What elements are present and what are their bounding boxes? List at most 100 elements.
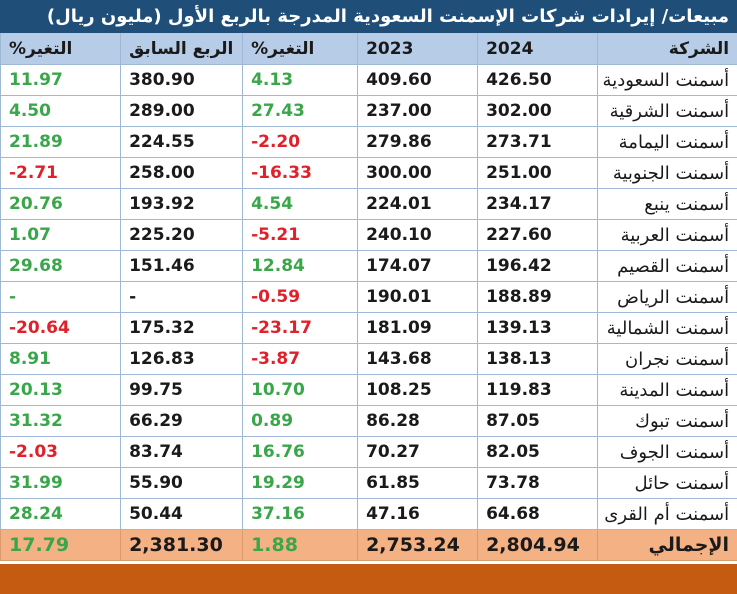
- change-yoy-cell: 10.70: [242, 374, 359, 406]
- y2024-cell: 426.50: [477, 64, 599, 96]
- total-y2024-cell: 2,804.94: [477, 529, 599, 561]
- change-qoq-cell: 20.76: [0, 188, 122, 220]
- company-name-cell: أسمنت الجنوبية: [597, 157, 737, 189]
- company-name-cell: أسمنت الجوف: [597, 436, 737, 468]
- y2024-cell: 251.00: [477, 157, 599, 189]
- table-row: أسمنت الجنوبية 251.00 300.00 -16.33 258.00 -2…: [0, 157, 737, 189]
- company-name-cell: أسمنت اليمامة: [597, 126, 737, 158]
- y2024-cell: 196.42: [477, 250, 599, 282]
- change-qoq-cell: -2.71: [0, 157, 122, 189]
- company-name-cell: أسمنت الرياض: [597, 281, 737, 313]
- y2023-cell: 279.86: [357, 126, 479, 158]
- change-yoy-cell: 4.54: [242, 188, 359, 220]
- change-qoq-cell: 11.97: [0, 64, 122, 96]
- table-row: أسمنت المدينة 119.83 108.25 10.70 99.75 20.13: [0, 374, 737, 406]
- header-change-yoy: التغير%: [242, 32, 359, 65]
- cement-sales-table: مبيعات/ إيرادات شركات الإسمنت السعودية ا…: [0, 0, 737, 561]
- y2023-cell: 86.28: [357, 405, 479, 437]
- y2023-cell: 224.01: [357, 188, 479, 220]
- change-qoq-cell: 29.68: [0, 250, 122, 282]
- y2023-cell: 174.07: [357, 250, 479, 282]
- y2023-cell: 70.27: [357, 436, 479, 468]
- table-row: أسمنت السعودية 426.50 409.60 4.13 380.90 11.9…: [0, 64, 737, 96]
- table-row: أسمنت اليمامة 273.71 279.86 -2.20 224.55 21.8…: [0, 126, 737, 158]
- prev-quarter-cell: 66.29: [120, 405, 244, 437]
- prev-quarter-cell: 224.55: [120, 126, 244, 158]
- change-yoy-cell: 37.16: [242, 498, 359, 530]
- table-body: مبيعات/ إيرادات شركات الإسمنت السعودية ا…: [0, 0, 737, 561]
- change-qoq-cell: -20.64: [0, 312, 122, 344]
- title-row: مبيعات/ إيرادات شركات الإسمنت السعودية ا…: [0, 0, 737, 33]
- table-row: أسمنت الشمالية 139.13 181.09 -23.17 175.32 -2…: [0, 312, 737, 344]
- y2024-cell: 119.83: [477, 374, 599, 406]
- prev-quarter-cell: 289.00: [120, 95, 244, 127]
- prev-quarter-cell: 50.44: [120, 498, 244, 530]
- footer-bar: [0, 564, 737, 594]
- y2024-cell: 273.71: [477, 126, 599, 158]
- company-name-cell: أسمنت المدينة: [597, 374, 737, 406]
- change-qoq-cell: 28.24: [0, 498, 122, 530]
- header-prev-quarter: الربع السابق: [120, 32, 244, 65]
- prev-quarter-cell: 193.92: [120, 188, 244, 220]
- y2024-cell: 87.05: [477, 405, 599, 437]
- y2023-cell: 181.09: [357, 312, 479, 344]
- change-yoy-cell: 4.13: [242, 64, 359, 96]
- table-row: أسمنت تبوك 87.05 86.28 0.89 66.29 31.32: [0, 405, 737, 437]
- prev-quarter-cell: 151.46: [120, 250, 244, 282]
- y2024-cell: 302.00: [477, 95, 599, 127]
- prev-quarter-cell: 225.20: [120, 219, 244, 251]
- table-row: أسمنت الشرقية 302.00 237.00 27.43 289.00 4.50: [0, 95, 737, 127]
- y2024-cell: 139.13: [477, 312, 599, 344]
- header-change-qoq: التغير%: [0, 32, 122, 65]
- header-row: الشركة 2024 2023 التغير% الربع السابق ال…: [0, 32, 737, 65]
- company-name-cell: أسمنت السعودية: [597, 64, 737, 96]
- company-name-cell: أسمنت ينبع: [597, 188, 737, 220]
- total-prev-quarter-cell: 2,381.30: [120, 529, 244, 561]
- change-qoq-cell: 4.50: [0, 95, 122, 127]
- table-row: أسمنت العربية 227.60 240.10 -5.21 225.20 1.07: [0, 219, 737, 251]
- y2024-cell: 73.78: [477, 467, 599, 499]
- company-name-cell: أسمنت العربية: [597, 219, 737, 251]
- company-name-cell: أسمنت حائل: [597, 467, 737, 499]
- change-qoq-cell: 31.32: [0, 405, 122, 437]
- change-yoy-cell: 12.84: [242, 250, 359, 282]
- change-qoq-cell: 20.13: [0, 374, 122, 406]
- table-row: أسمنت ينبع 234.17 224.01 4.54 193.92 20.76: [0, 188, 737, 220]
- table-row: أسمنت أم القرى 64.68 47.16 37.16 50.44 28.24: [0, 498, 737, 530]
- table-row: أسمنت حائل 73.78 61.85 19.29 55.90 31.99: [0, 467, 737, 499]
- change-qoq-cell: 1.07: [0, 219, 122, 251]
- table-title: مبيعات/ إيرادات شركات الإسمنت السعودية ا…: [0, 0, 737, 33]
- change-qoq-cell: -2.03: [0, 436, 122, 468]
- table-row: أسمنت نجران 138.13 143.68 -3.87 126.83 8.91: [0, 343, 737, 375]
- change-qoq-cell: -: [0, 281, 122, 313]
- company-name-cell: أسمنت تبوك: [597, 405, 737, 437]
- y2023-cell: 237.00: [357, 95, 479, 127]
- total-row: الإجمالي 2,804.94 2,753.24 1.88 2,381.30 17.7…: [0, 529, 737, 561]
- y2023-cell: 190.01: [357, 281, 479, 313]
- y2023-cell: 143.68: [357, 343, 479, 375]
- total-label-cell: الإجمالي: [597, 529, 737, 561]
- change-qoq-cell: 31.99: [0, 467, 122, 499]
- company-name-cell: أسمنت نجران: [597, 343, 737, 375]
- change-qoq-cell: 21.89: [0, 126, 122, 158]
- table-row: أسمنت القصيم 196.42 174.07 12.84 151.46 29.68: [0, 250, 737, 282]
- change-yoy-cell: 19.29: [242, 467, 359, 499]
- change-yoy-cell: 27.43: [242, 95, 359, 127]
- company-name-cell: أسمنت أم القرى: [597, 498, 737, 530]
- y2024-cell: 138.13: [477, 343, 599, 375]
- change-yoy-cell: -0.59: [242, 281, 359, 313]
- y2023-cell: 240.10: [357, 219, 479, 251]
- prev-quarter-cell: 175.32: [120, 312, 244, 344]
- y2024-cell: 227.60: [477, 219, 599, 251]
- prev-quarter-cell: -: [120, 281, 244, 313]
- change-yoy-cell: -23.17: [242, 312, 359, 344]
- y2023-cell: 108.25: [357, 374, 479, 406]
- header-2024: 2024: [477, 32, 599, 65]
- change-yoy-cell: -16.33: [242, 157, 359, 189]
- y2023-cell: 409.60: [357, 64, 479, 96]
- change-yoy-cell: 16.76: [242, 436, 359, 468]
- header-company: الشركة: [597, 32, 737, 65]
- change-yoy-cell: -3.87: [242, 343, 359, 375]
- table-row: أسمنت الجوف 82.05 70.27 16.76 83.74 -2.03: [0, 436, 737, 468]
